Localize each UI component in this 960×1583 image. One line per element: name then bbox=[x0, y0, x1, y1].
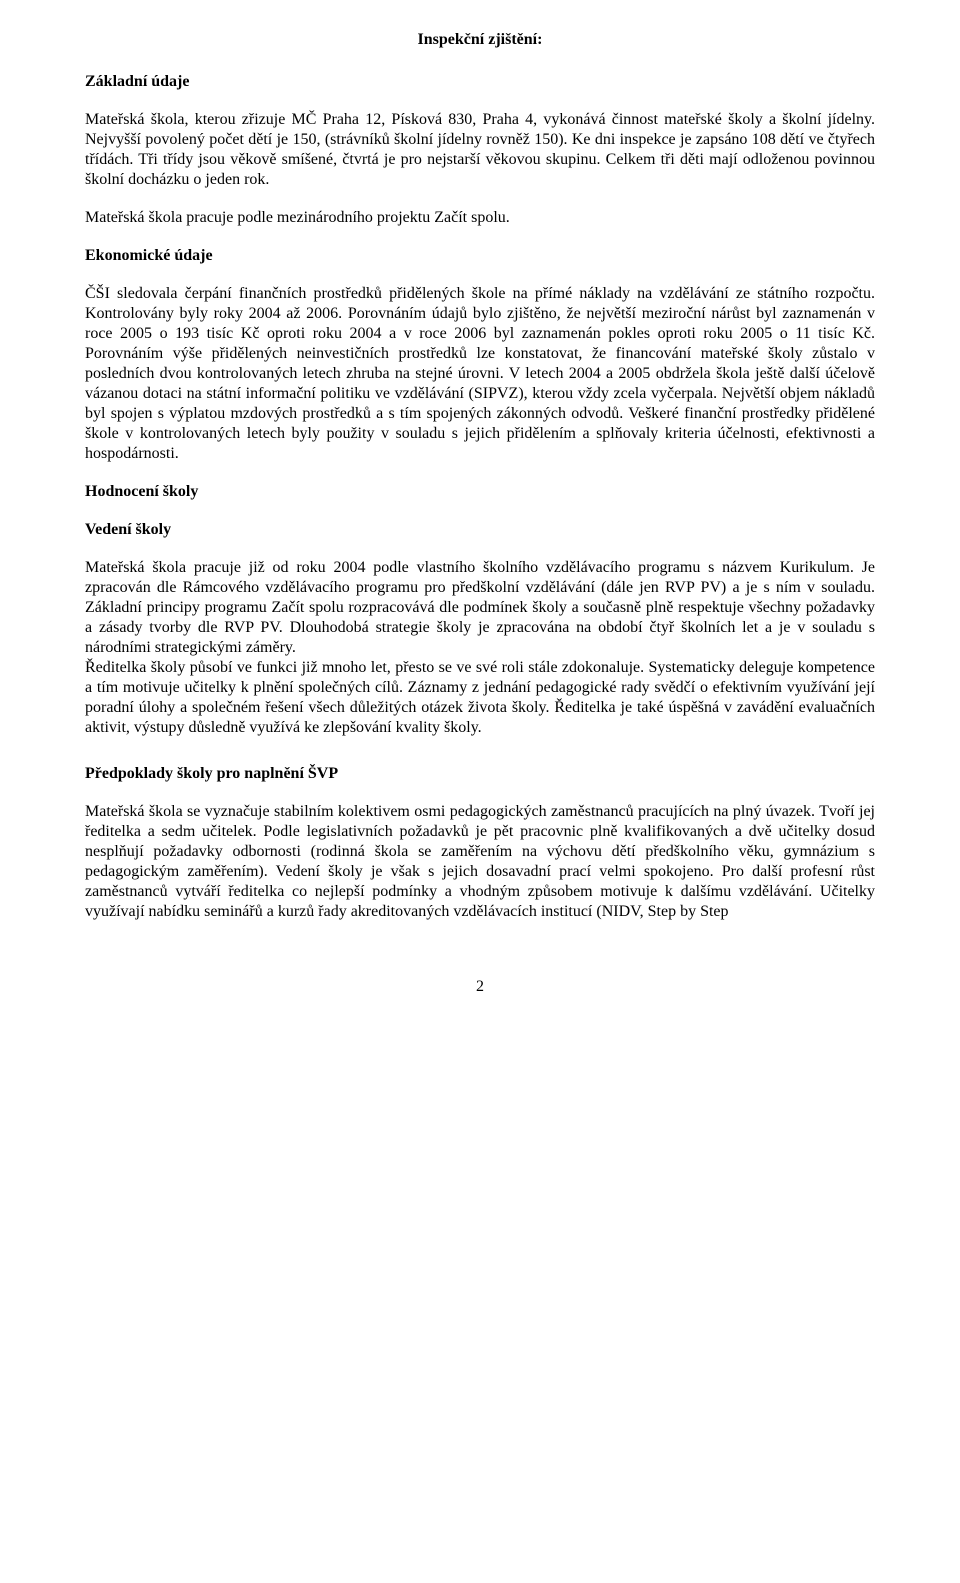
page-number: 2 bbox=[85, 977, 875, 997]
subsection-prerequisites-heading: Předpoklady školy pro naplnění ŠVP bbox=[85, 764, 875, 784]
section-basic-data-heading: Základní údaje bbox=[85, 72, 875, 92]
page-title: Inspekční zjištění: bbox=[85, 30, 875, 50]
leadership-paragraph-2: Ředitelka školy působí ve funkci již mno… bbox=[85, 658, 875, 738]
section-economic-heading: Ekonomické údaje bbox=[85, 246, 875, 266]
prerequisites-paragraph: Mateřská škola se vyznačuje stabilním ko… bbox=[85, 802, 875, 922]
basic-data-paragraph-1: Mateřská škola, kterou zřizuje MČ Praha … bbox=[85, 110, 875, 190]
section-evaluation-heading: Hodnocení školy bbox=[85, 482, 875, 502]
economic-paragraph: ČŠI sledovala čerpání finančních prostře… bbox=[85, 284, 875, 464]
subsection-leadership-heading: Vedení školy bbox=[85, 520, 875, 540]
leadership-paragraph-1: Mateřská škola pracuje již od roku 2004 … bbox=[85, 558, 875, 658]
basic-data-paragraph-2: Mateřská škola pracuje podle mezinárodní… bbox=[85, 208, 875, 228]
